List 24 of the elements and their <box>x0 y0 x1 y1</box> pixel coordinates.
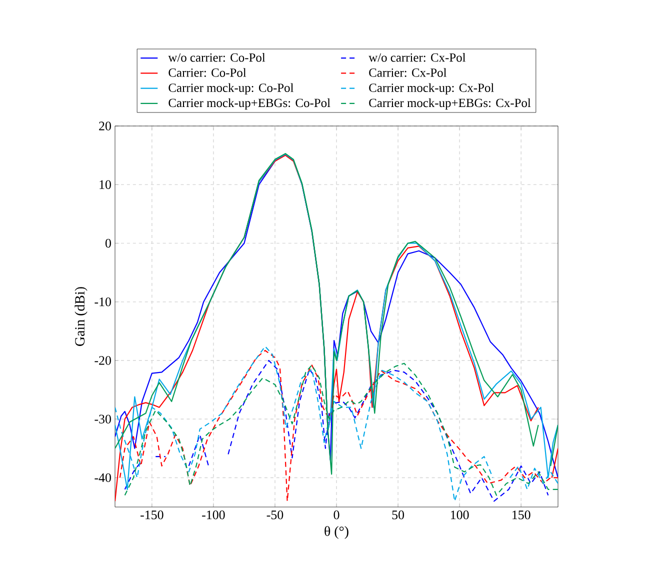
x-axis-title: θ (°) <box>324 526 348 539</box>
legend-label: Carrier mock-up+EBGs: Co-Pol <box>168 98 330 110</box>
x-tick-label: 0 <box>334 510 340 520</box>
x-tick-label: 50 <box>392 510 404 520</box>
legend-label: w/o carrier: Cx-Pol <box>368 52 466 62</box>
x-tick-label: 150 <box>512 510 530 520</box>
y-tick-label: 20 <box>99 122 111 130</box>
y-tick-label: -40 <box>94 473 111 482</box>
y-tick-label: -10 <box>94 297 111 306</box>
x-tick-label: -50 <box>266 510 284 520</box>
legend-label: Carrier: Co-Pol <box>168 68 246 77</box>
y-tick-label: -30 <box>94 414 111 424</box>
y-axis-title: Gain (dBi) <box>74 287 88 346</box>
legend-label: w/o carrier: Co-Pol <box>168 52 266 62</box>
y-tick-label: 10 <box>100 180 111 189</box>
legend-label: Carrier mock-up+EBGs: Cx-Pol <box>369 98 531 110</box>
legend-label: Carrier mock-up: Co-Pol <box>168 83 294 95</box>
x-tick-label: -150 <box>140 510 164 520</box>
x-tick-label: -100 <box>202 510 225 520</box>
x-tick-label: 100 <box>450 510 469 520</box>
y-tick-label: -20 <box>94 356 111 365</box>
legend-label: Carrier: Cx-Pol <box>369 68 447 77</box>
legend-label: Carrier mock-up: Cx-Pol <box>369 83 494 95</box>
y-tick-label: 0 <box>106 238 111 248</box>
